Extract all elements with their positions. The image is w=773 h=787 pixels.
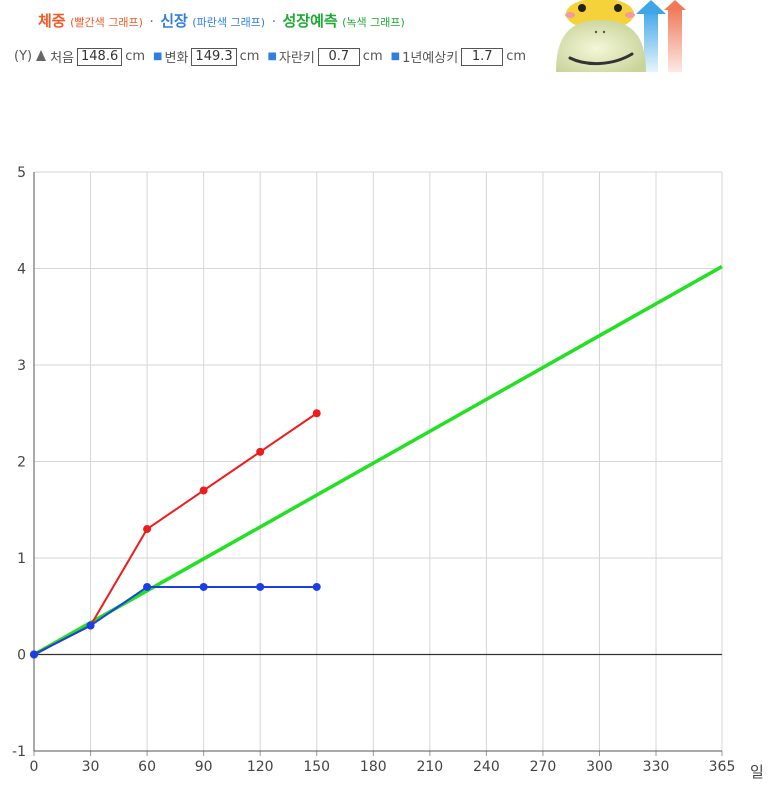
x-tick-label: 30: [82, 759, 100, 775]
growth-arrow-icon: [636, 0, 686, 72]
x-tick-label: 0: [30, 759, 39, 775]
bullet-icon: ■: [390, 51, 401, 62]
x-tick-label: 300: [586, 759, 613, 775]
chart-axes: [33, 172, 723, 756]
x-tick-label: 180: [360, 759, 387, 775]
data-point-신장: [199, 582, 208, 591]
legend-separator: ·: [271, 14, 277, 30]
year-prediction-label: 1년예상키: [402, 51, 459, 66]
data-point-신장: [86, 621, 95, 630]
data-point-신장: [143, 582, 152, 591]
year-prediction-unit: cm: [506, 49, 526, 64]
bullet-icon: ■: [267, 51, 277, 62]
changed-height-unit: cm: [239, 49, 260, 64]
grown-height-value: 0.7: [317, 47, 360, 66]
changed-height-value: 149.3: [191, 47, 237, 66]
x-tick-label: 240: [473, 759, 500, 775]
y-tick-label: 4: [17, 262, 26, 278]
changed-height-label: 변화: [164, 51, 189, 66]
y-tick-label: -1: [12, 744, 26, 760]
first-height-unit: cm: [125, 49, 146, 64]
chart-tick-labels: 0 30 60 90 120 150 180 210 240 270 300 330 365-10123…: [12, 165, 764, 781]
tree-icon: [36, 50, 47, 61]
y-tick-label: 5: [17, 165, 26, 181]
bullet-icon: ■: [153, 51, 163, 62]
y-tick-label: 0: [17, 648, 26, 664]
data-point-체중: [199, 486, 208, 495]
x-tick-label: 150: [303, 759, 330, 775]
series-line-성장예측: [33, 265, 723, 657]
x-tick-label: 270: [530, 759, 557, 775]
legend-height-note: (파란색 그래프): [192, 16, 266, 29]
series-line-체중: [33, 412, 318, 656]
data-point-신장: [256, 582, 265, 591]
data-point-신장: [30, 650, 38, 659]
x-axis-unit-label: 일: [750, 763, 764, 781]
y-axis-prefix: (Y): [14, 49, 33, 64]
height-values-bar: (Y) 처음 148.6 cm ■ 변화 149.3 cm ■ 자란키 0.7 …: [14, 47, 526, 66]
legend-weight-note: (빨간색 그래프): [70, 16, 143, 29]
x-tick-label: 210: [416, 759, 443, 775]
year-prediction-value: 1.7: [461, 47, 504, 66]
data-point-체중: [143, 525, 152, 534]
legend-separator: ·: [149, 14, 154, 30]
grown-height-unit: cm: [362, 49, 383, 64]
mascot-illustration: [556, 0, 686, 72]
x-tick-label: 90: [195, 759, 213, 775]
y-tick-label: 2: [17, 455, 26, 471]
data-point-신장: [312, 582, 321, 591]
legend-weight-label: 체중: [38, 12, 66, 30]
x-tick-label: 330: [643, 759, 670, 775]
grown-height-label: 자란키: [278, 51, 315, 66]
data-point-체중: [256, 447, 265, 456]
legend-predict-note: (녹색 그래프): [342, 16, 405, 29]
y-tick-label: 1: [17, 551, 26, 567]
first-height-label: 처음: [50, 51, 75, 66]
x-tick-label: 365: [709, 759, 736, 775]
first-height-value: 148.6: [77, 47, 123, 66]
data-point-체중: [312, 409, 321, 418]
chart-series: [30, 265, 723, 659]
legend-height-label: 신장: [160, 12, 188, 30]
x-tick-label: 120: [247, 759, 274, 775]
giraffe-icon: [556, 0, 646, 72]
y-tick-label: 3: [17, 358, 26, 374]
series-line-신장: [33, 585, 317, 656]
graph-legend: 체중 (빨간색 그래프) · 신장 (파란색 그래프) · 성장예측 (녹색 그…: [38, 10, 405, 31]
growth-line-chart: 0 30 60 90 120 150 180 210 240 270 300 330 365-10123…: [12, 165, 764, 781]
legend-predict-label: 성장예측: [282, 12, 338, 30]
x-tick-label: 60: [138, 759, 156, 775]
